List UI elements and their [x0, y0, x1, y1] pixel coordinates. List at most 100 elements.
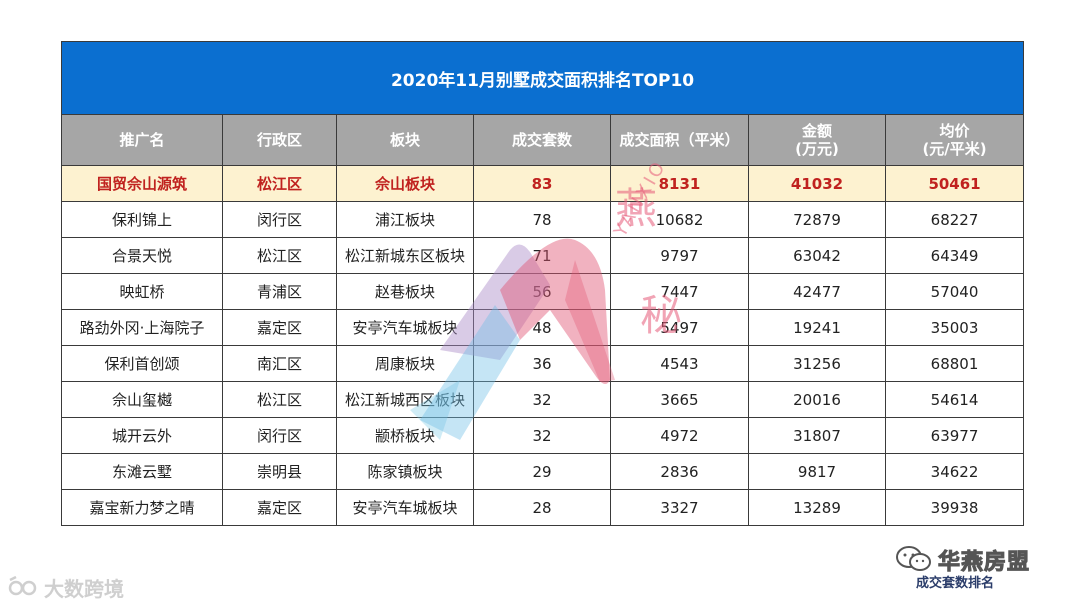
cell-units: 28 [473, 489, 611, 526]
ranking-table-container: 2020年11月别墅成交面积排名TOP10 推广名 行政区 板块 成交套数 成交面积（平… [60, 41, 1025, 526]
header-row: 推广名 行政区 板块 成交套数 成交面积（平米） 金额 (万元) 均价 (元/平米) [61, 114, 1025, 166]
cell-units: 36 [473, 345, 611, 382]
brand-logo-icon [8, 576, 37, 596]
cell-amount: 9817 [748, 453, 886, 490]
cell-area: 10682 [610, 201, 749, 238]
cell-area: 4972 [610, 417, 749, 454]
table-row: 东滩云墅 崇明县 陈家镇板块 29 2836 9817 34622 [61, 453, 1025, 490]
cell-amount: 41032 [748, 165, 886, 202]
footer-right-brand: 华燕房盟 成交套数排名 [890, 540, 1075, 600]
cell-amount: 13289 [748, 489, 886, 526]
table-row: 路劲外冈·上海院子 嘉定区 安亭汽车城板块 48 5497 19241 35003 [61, 309, 1025, 346]
cell-area: 4543 [610, 345, 749, 382]
cell-avg-price: 54614 [884, 381, 1025, 418]
cell-block: 松江新城东区板块 [336, 237, 474, 274]
cell-name: 保利首创颂 [61, 345, 223, 382]
cell-units: 78 [473, 201, 611, 238]
cell-district: 松江区 [222, 237, 337, 274]
brand-name: 华燕房盟 [937, 550, 1031, 576]
cell-district: 松江区 [222, 381, 337, 418]
table-row: 映虹桥 青浦区 赵巷板块 56 7447 42477 57040 [61, 273, 1025, 310]
cell-block: 安亭汽车城板块 [336, 309, 474, 346]
table-row: 保利首创颂 南汇区 周康板块 36 4543 31256 68801 [61, 345, 1025, 382]
header-area: 成交面积（平米） [610, 114, 749, 166]
cell-district: 闵行区 [222, 201, 337, 238]
cell-avg-price: 35003 [884, 309, 1025, 346]
footer-caption: 成交套数排名 [916, 576, 995, 591]
cell-avg-price: 39938 [884, 489, 1025, 526]
cell-units: 32 [473, 417, 611, 454]
cell-units: 56 [473, 273, 611, 310]
cell-amount: 20016 [748, 381, 886, 418]
cell-amount: 19241 [748, 309, 886, 346]
cell-area: 7447 [610, 273, 749, 310]
cell-district: 松江区 [222, 165, 337, 202]
cell-avg-price: 68227 [884, 201, 1025, 238]
cell-units: 83 [473, 165, 611, 202]
cell-units: 32 [473, 381, 611, 418]
cell-units: 48 [473, 309, 611, 346]
table-row: 嘉宝新力梦之晴 嘉定区 安亭汽车城板块 28 3327 13289 39938 [61, 489, 1025, 526]
cell-avg-price: 50461 [884, 165, 1025, 202]
table-row: 佘山玺樾 松江区 松江新城西区板块 32 3665 20016 54614 [61, 381, 1025, 418]
cell-name: 保利锦上 [61, 201, 223, 238]
cell-area: 8131 [610, 165, 749, 202]
cell-district: 南汇区 [222, 345, 337, 382]
cell-name: 映虹桥 [61, 273, 223, 310]
cell-amount: 72879 [748, 201, 886, 238]
wechat-icon [896, 546, 931, 571]
cell-area: 3327 [610, 489, 749, 526]
cell-block: 周康板块 [336, 345, 474, 382]
cell-district: 嘉定区 [222, 489, 337, 526]
cell-area: 2836 [610, 453, 749, 490]
cell-block: 浦江板块 [336, 201, 474, 238]
cell-district: 闵行区 [222, 417, 337, 454]
cell-block: 颛桥板块 [336, 417, 474, 454]
cell-area: 5497 [610, 309, 749, 346]
cell-block: 松江新城西区板块 [336, 381, 474, 418]
table-row: 合景天悦 松江区 松江新城东区板块 71 9797 63042 64349 [61, 237, 1025, 274]
header-block: 板块 [336, 114, 474, 166]
cell-district: 青浦区 [222, 273, 337, 310]
ranking-table: 2020年11月别墅成交面积排名TOP10 推广名 行政区 板块 成交套数 成交面积（平… [60, 41, 1025, 526]
cell-area: 3665 [610, 381, 749, 418]
cell-area: 9797 [610, 237, 749, 274]
cell-amount: 31807 [748, 417, 886, 454]
cell-district: 嘉定区 [222, 309, 337, 346]
table-title: 2020年11月别墅成交面积排名TOP10 [60, 41, 1025, 115]
cell-amount: 63042 [748, 237, 886, 274]
header-name: 推广名 [61, 114, 223, 166]
cell-name: 佘山玺樾 [61, 381, 223, 418]
footer-left-logo: 大数跨境 [8, 572, 124, 602]
table-row: 城开云外 闵行区 颛桥板块 32 4972 31807 63977 [61, 417, 1025, 454]
cell-units: 29 [473, 453, 611, 490]
header-district: 行政区 [222, 114, 337, 166]
header-amount: 金额 (万元) [748, 114, 886, 166]
cell-avg-price: 34622 [884, 453, 1025, 490]
cell-amount: 42477 [748, 273, 886, 310]
table-body: 国贸佘山源筑 松江区 佘山板块 83 8131 41032 50461 保利锦上 闵行区 浦江板块… [61, 165, 1025, 526]
cell-name: 城开云外 [61, 417, 223, 454]
cell-avg-price: 64349 [884, 237, 1025, 274]
cell-name: 国贸佘山源筑 [61, 165, 223, 202]
header-avg-price: 均价 (元/平米) [884, 114, 1025, 166]
table-row: 保利锦上 闵行区 浦江板块 78 10682 72879 68227 [61, 201, 1025, 238]
cell-avg-price: 68801 [884, 345, 1025, 382]
cell-block: 安亭汽车城板块 [336, 489, 474, 526]
left-logo-text: 大数跨境 [44, 576, 124, 601]
cell-avg-price: 57040 [884, 273, 1025, 310]
cell-block: 佘山板块 [336, 165, 474, 202]
cell-district: 崇明县 [222, 453, 337, 490]
cell-units: 71 [473, 237, 611, 274]
cell-name: 合景天悦 [61, 237, 223, 274]
cell-amount: 31256 [748, 345, 886, 382]
cell-avg-price: 63977 [884, 417, 1025, 454]
cell-name: 东滩云墅 [61, 453, 223, 490]
cell-block: 赵巷板块 [336, 273, 474, 310]
cell-name: 路劲外冈·上海院子 [61, 309, 223, 346]
cell-name: 嘉宝新力梦之晴 [61, 489, 223, 526]
table-row-highlight: 国贸佘山源筑 松江区 佘山板块 83 8131 41032 50461 [61, 165, 1025, 202]
header-units: 成交套数 [473, 114, 611, 166]
cell-block: 陈家镇板块 [336, 453, 474, 490]
